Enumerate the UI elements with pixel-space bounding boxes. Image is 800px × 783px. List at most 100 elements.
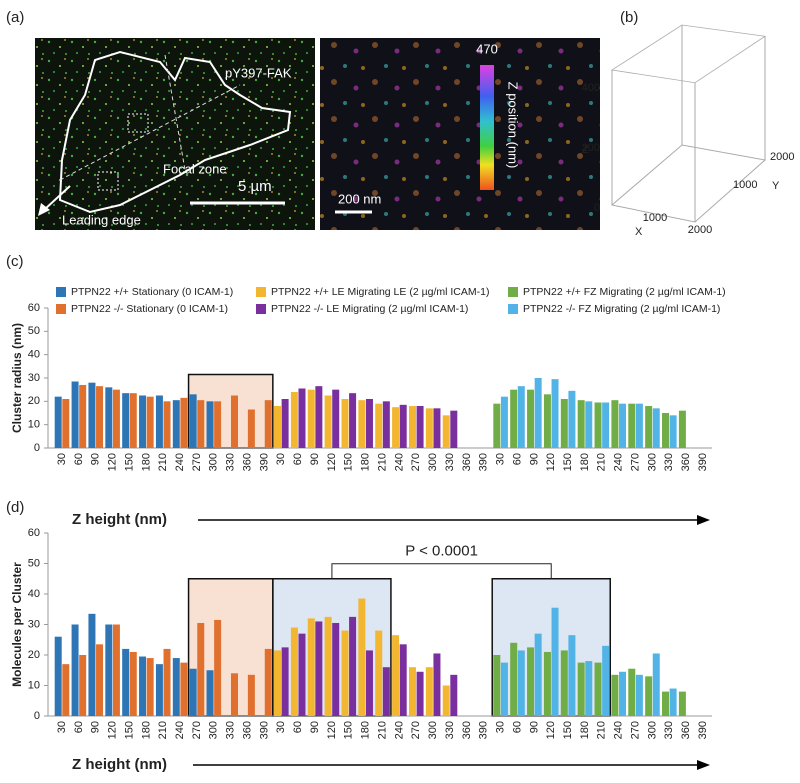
y-tick-label: 10 (28, 419, 40, 431)
y-tick-label: 60 (28, 527, 40, 539)
z-tick: 200 (582, 142, 600, 154)
x-tick-label: 150 (343, 721, 355, 739)
x-tick-label: 90 (90, 453, 102, 465)
y-tick-label: 30 (28, 372, 40, 384)
bar (510, 642, 518, 716)
x-tick-label: 60 (73, 453, 85, 465)
bar (341, 630, 349, 716)
bar (324, 395, 332, 448)
bar (392, 407, 400, 448)
bar (628, 403, 636, 448)
bar (315, 621, 323, 716)
x-tick-label: 180 (579, 721, 591, 739)
divider (59, 84, 241, 181)
x-tick: 2000 (688, 224, 712, 236)
z-label: Z (582, 144, 589, 156)
cell-outline (58, 50, 292, 214)
bar (551, 379, 559, 448)
z-tick: 400 (582, 82, 600, 94)
x-tick-label: 30 (56, 721, 68, 733)
bar (517, 650, 525, 716)
x-tick-label: 300 (646, 721, 658, 739)
x-tick-label: 60 (292, 721, 304, 733)
bar (534, 378, 542, 448)
bar (307, 389, 315, 448)
bar (442, 685, 450, 716)
bar (180, 662, 188, 716)
bar (534, 633, 542, 716)
legend-label: PTPN22 -/- Stationary (0 ICAM-1) (71, 303, 228, 315)
highlight-box (491, 578, 611, 717)
colorbar-title: Z position (nm) (506, 82, 521, 169)
legend-swatch (256, 287, 266, 297)
bracket (331, 563, 552, 579)
legend-label: PTPN22 +/+ Stationary (0 ICAM-1) (71, 286, 233, 298)
x-tick-label: 180 (360, 453, 372, 471)
bar (669, 415, 677, 448)
x-tick-label: 270 (410, 721, 422, 739)
x-tick-label: 60 (73, 721, 85, 733)
arrow (43, 185, 71, 211)
x-tick-label: 210 (376, 453, 388, 471)
x-tick-label: 270 (629, 453, 641, 471)
roi (127, 113, 149, 133)
x-tick-label: 300 (208, 721, 220, 739)
bar (416, 406, 424, 448)
bar (197, 400, 205, 448)
x-tick-label: 360 (461, 721, 473, 739)
x-tick-label: 180 (140, 453, 152, 471)
x-tick-label: 90 (528, 721, 540, 733)
bar (416, 671, 424, 716)
bar (341, 399, 349, 448)
x-tick-label: 270 (191, 453, 203, 471)
bar (365, 399, 373, 448)
x-tick-label: 240 (393, 721, 405, 739)
legend-swatch (256, 304, 266, 314)
bar (307, 618, 315, 716)
bar (594, 402, 602, 448)
y-tick-label: 60 (28, 302, 40, 314)
x-tick-label: 360 (680, 721, 692, 739)
x-tick-label: 120 (107, 453, 119, 471)
bar (122, 393, 130, 448)
bar (399, 404, 407, 448)
bar (500, 396, 508, 448)
bar (375, 403, 383, 448)
x-tick-label: 60 (511, 721, 523, 733)
p-value: P < 0.0001 (405, 543, 478, 560)
legend-swatch (56, 304, 66, 314)
bar (79, 655, 87, 716)
x-tick-label: 180 (140, 721, 152, 739)
bar (290, 627, 298, 716)
bar (585, 661, 593, 716)
scale-label: 200 nm (338, 191, 381, 206)
x-tick-label: 120 (326, 721, 338, 739)
x-tick-label: 210 (157, 721, 169, 739)
x-tick-label: 120 (107, 721, 119, 739)
bar (628, 668, 636, 716)
x-tick-label: 300 (427, 721, 439, 739)
x-tick-label: 360 (461, 453, 473, 471)
arrowhead (697, 760, 710, 770)
x-tick-label: 60 (292, 453, 304, 465)
bar (54, 636, 62, 716)
x-tick: 1000 (643, 212, 667, 224)
bar (88, 613, 96, 716)
divider (164, 54, 186, 171)
bar (231, 673, 238, 716)
bar (62, 664, 70, 716)
bar (332, 622, 340, 716)
y-label: Y (772, 180, 780, 192)
panel-label: (c) (6, 253, 24, 270)
x-tick-label: 240 (393, 453, 405, 471)
bar (399, 644, 407, 716)
bar (247, 409, 255, 448)
bar (172, 658, 180, 716)
bar (105, 624, 113, 716)
bar (510, 389, 518, 448)
x-tick-label: 180 (360, 721, 372, 739)
bar (392, 635, 400, 716)
bar (62, 399, 70, 448)
bar (197, 622, 205, 716)
x-tick-label: 30 (495, 453, 507, 465)
